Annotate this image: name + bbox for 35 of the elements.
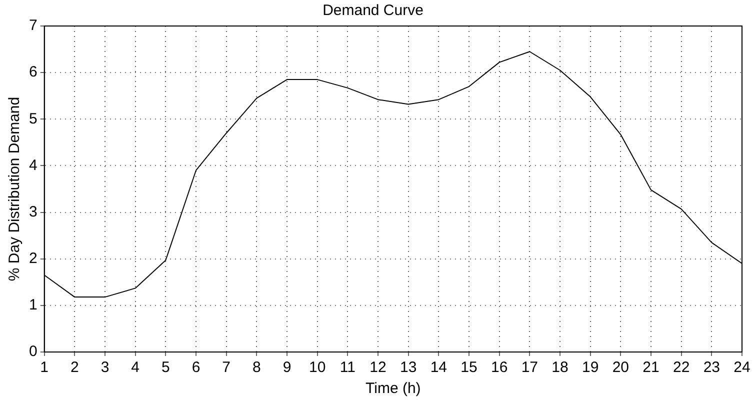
y-tick-label: 3 <box>29 203 38 220</box>
x-tick-label: 15 <box>460 359 478 376</box>
x-tick-label: 21 <box>642 359 660 376</box>
chart-title: Demand Curve <box>322 2 424 20</box>
x-tick-label: 7 <box>222 359 231 376</box>
x-tick-label: 8 <box>252 359 261 376</box>
x-tick-label: 6 <box>192 359 200 376</box>
y-tick-label: 7 <box>29 17 38 34</box>
y-tick-label: 5 <box>29 110 38 128</box>
x-tick-label: 4 <box>131 359 140 376</box>
y-tick-label: 6 <box>29 64 38 81</box>
y-tick-label: 4 <box>29 156 38 174</box>
y-tick-label: 0 <box>29 343 38 360</box>
x-tick-label: 5 <box>162 359 170 376</box>
x-tick-label: 22 <box>672 359 690 376</box>
y-tick-label: 1 <box>29 296 38 314</box>
y-tick-label: 2 <box>29 250 38 267</box>
y-axis-title: % Day Distribution Demand <box>6 96 24 282</box>
x-axis-title: Time (h) <box>366 380 421 398</box>
x-tick-label: 13 <box>400 359 417 376</box>
x-tick-label: 18 <box>552 359 568 376</box>
x-tick-label: 11 <box>340 359 356 376</box>
x-tick-label: 9 <box>282 359 292 376</box>
x-tick-label: 16 <box>490 359 508 376</box>
x-tick-label: 10 <box>308 359 326 376</box>
x-tick-label: 14 <box>430 359 448 376</box>
x-tick-label: 20 <box>612 359 630 376</box>
x-tick-label: 12 <box>370 359 386 376</box>
x-tick-label: 17 <box>521 359 538 376</box>
x-tick-label: 1 <box>40 359 49 376</box>
x-tick-label: 2 <box>70 359 79 376</box>
x-tick-label: 24 <box>734 359 750 376</box>
x-tick-label: 19 <box>582 359 599 376</box>
x-tick-label: 3 <box>100 359 110 376</box>
x-tick-label: 23 <box>703 359 720 376</box>
